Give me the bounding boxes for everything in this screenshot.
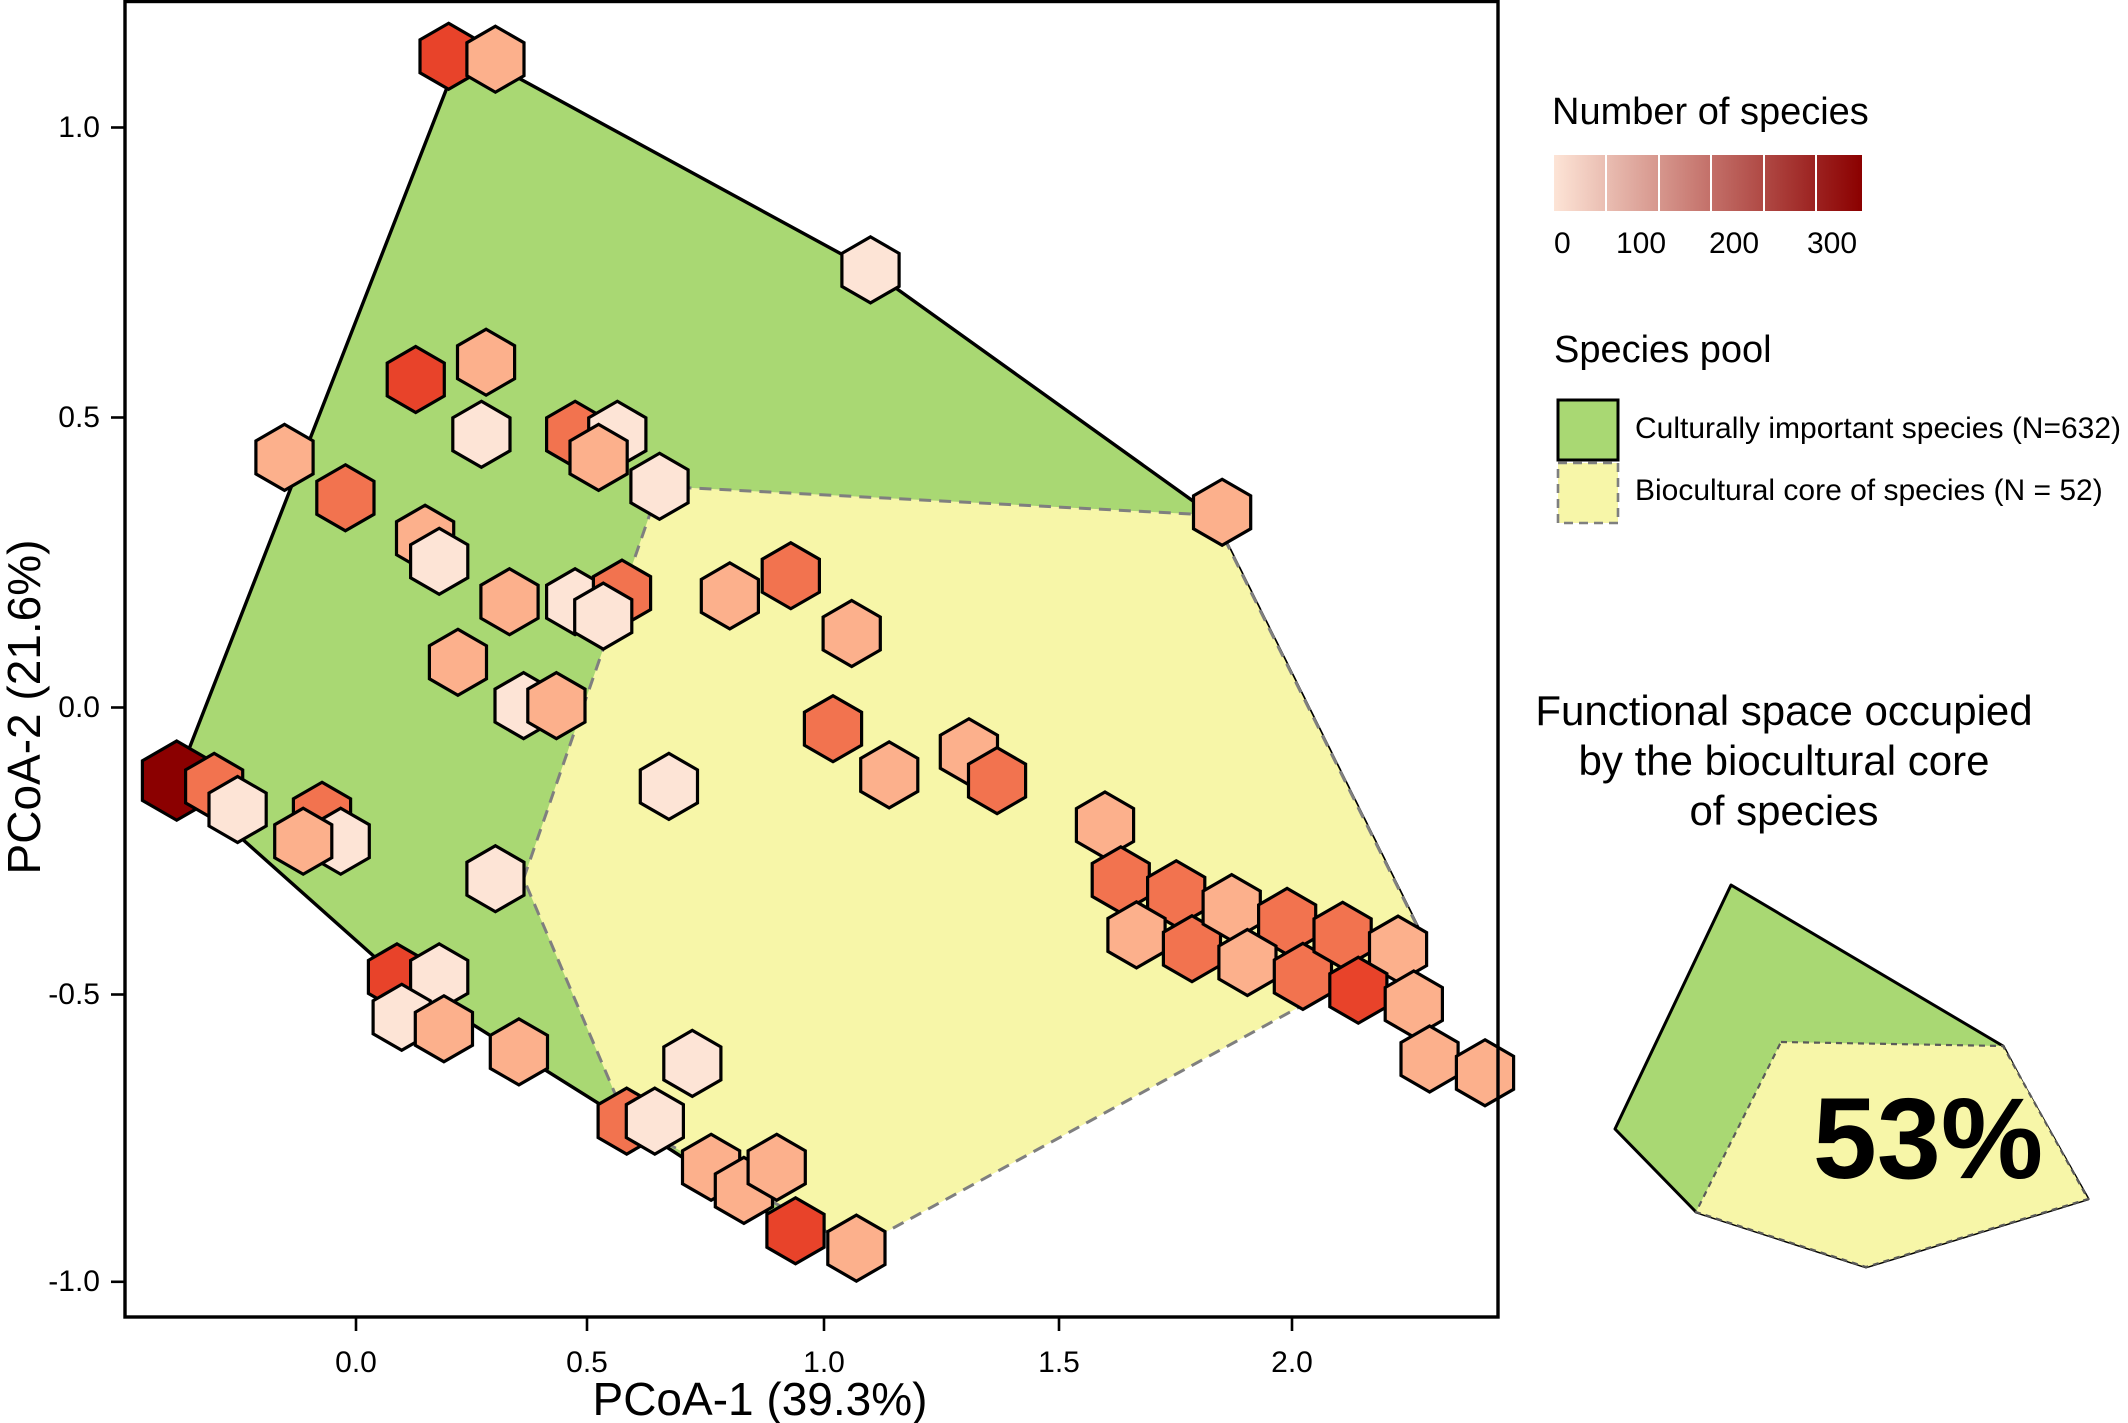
svg-text:Culturally important species (: Culturally important species (N=632) <box>1635 412 2121 445</box>
svg-text:PCoA-1 (39.3%): PCoA-1 (39.3%) <box>593 1373 928 1423</box>
svg-text:2.0: 2.0 <box>1271 1346 1313 1379</box>
svg-text:200: 200 <box>1709 227 1759 260</box>
svg-text:-0.5: -0.5 <box>48 978 100 1011</box>
svg-text:Functional space occupied: Functional space occupied <box>1535 687 2032 734</box>
svg-text:300: 300 <box>1807 227 1857 260</box>
svg-text:-1.0: -1.0 <box>48 1265 100 1298</box>
svg-text:100: 100 <box>1616 227 1666 260</box>
svg-text:1.5: 1.5 <box>1038 1346 1080 1379</box>
svg-text:Species pool: Species pool <box>1554 329 1772 371</box>
svg-text:of species: of species <box>1689 787 1878 834</box>
svg-text:0.5: 0.5 <box>58 401 100 434</box>
svg-text:PCoA-2 (21.6%): PCoA-2 (21.6%) <box>0 540 50 875</box>
svg-text:Number of species: Number of species <box>1552 91 1869 133</box>
svg-text:by the biocultural core: by the biocultural core <box>1579 737 1990 784</box>
svg-text:0.0: 0.0 <box>335 1346 377 1379</box>
svg-text:1.0: 1.0 <box>58 111 100 144</box>
svg-text:0.0: 0.0 <box>58 691 100 724</box>
svg-text:53%: 53% <box>1813 1075 2043 1203</box>
svg-text:0: 0 <box>1554 227 1571 260</box>
svg-text:Biocultural core of species (N: Biocultural core of species (N = 52) <box>1635 474 2103 507</box>
